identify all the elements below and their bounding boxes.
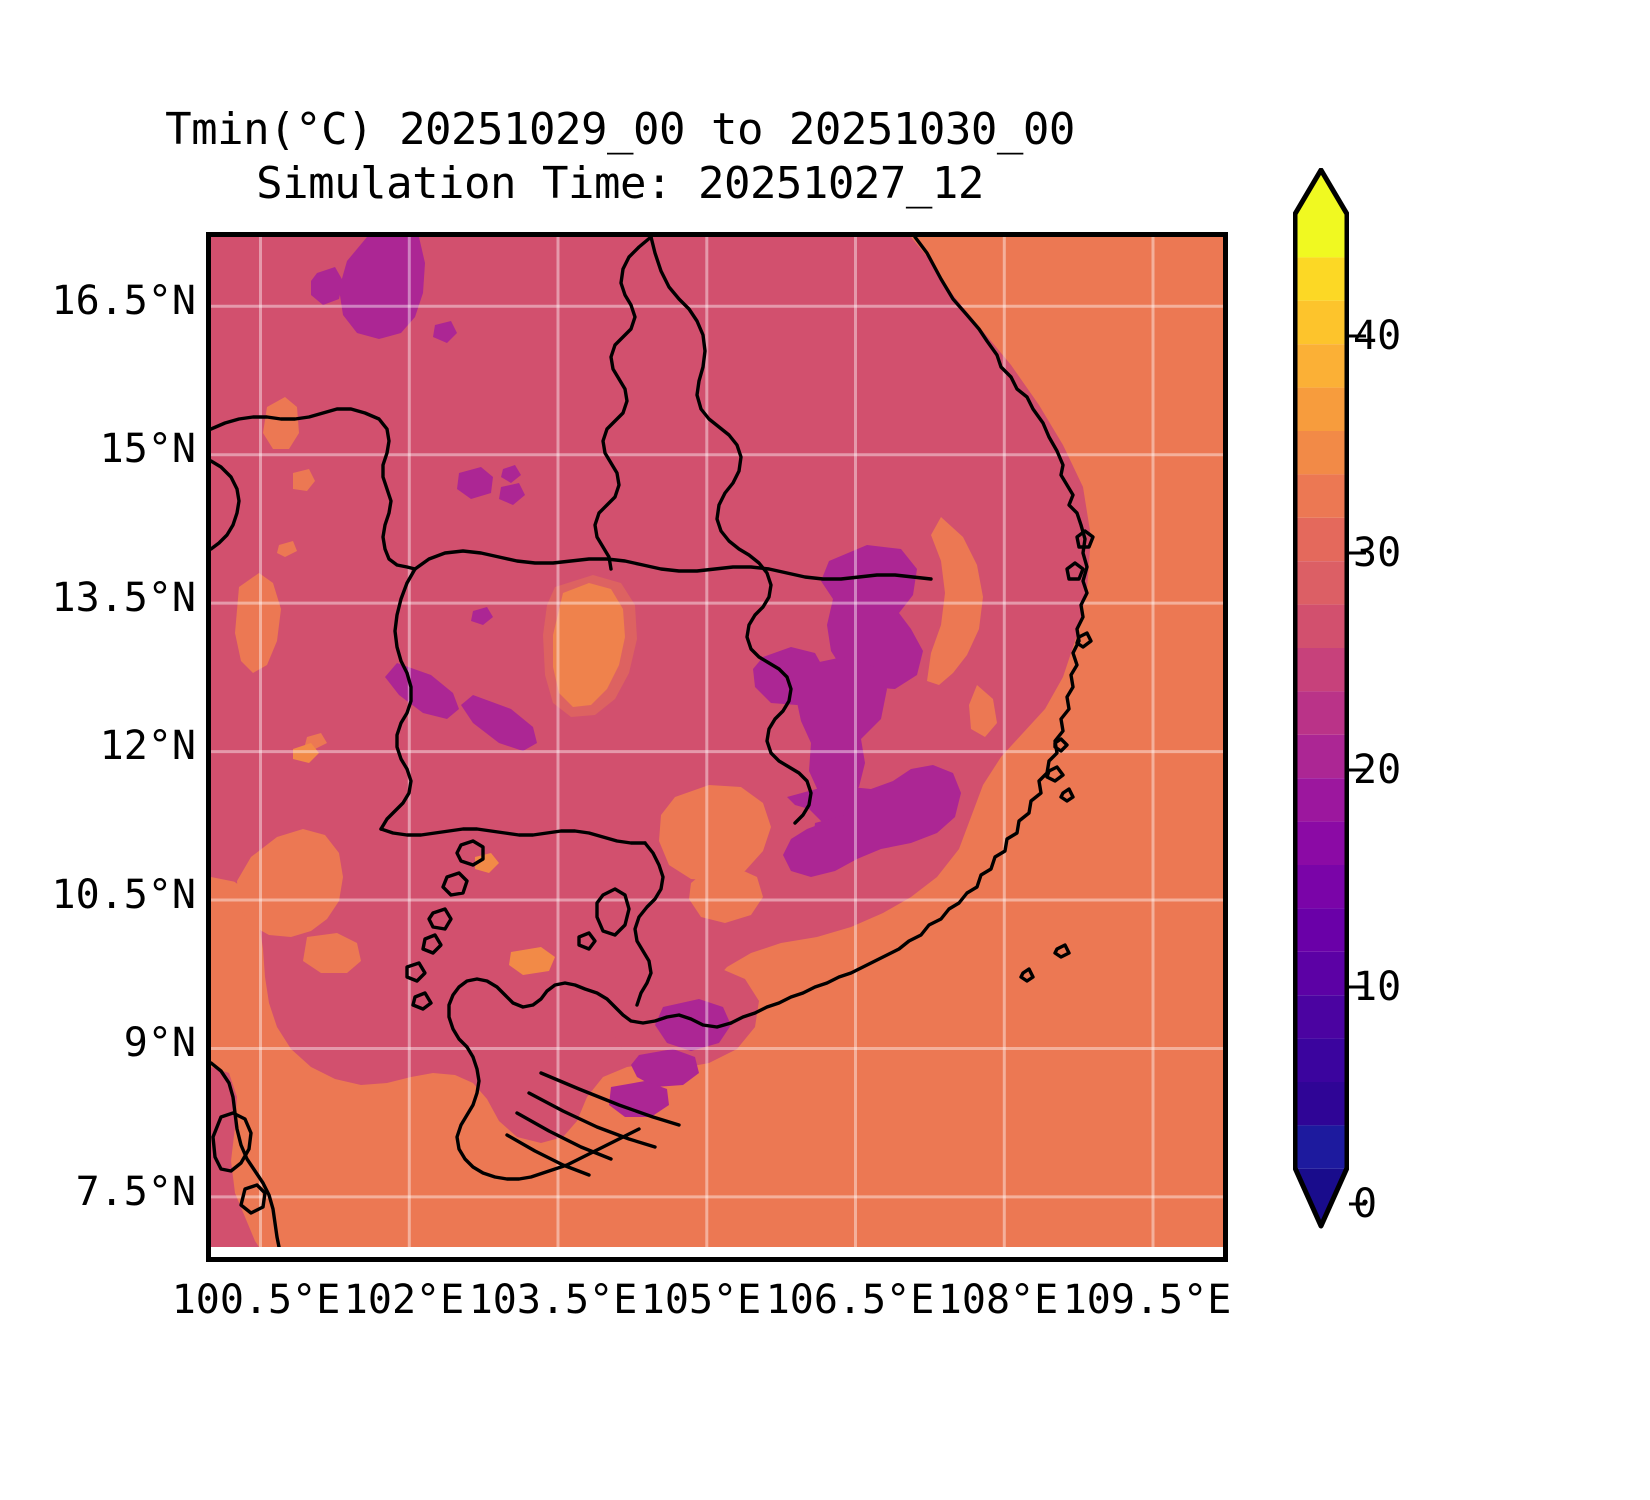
- x-tick-label-0: 100.5°E: [171, 1277, 341, 1323]
- y-tick-label-0: 16.5°N: [51, 278, 197, 324]
- x-tick-label-4: 106.5°E: [765, 1277, 935, 1323]
- map-data-area: [211, 237, 1223, 1247]
- colorbar-tick-label-20: 20: [1353, 747, 1402, 793]
- x-tick-label-5: 108°E: [937, 1277, 1059, 1323]
- colorbar-tickmark-10: [1349, 985, 1366, 989]
- x-tick-label-3: 105°E: [640, 1277, 762, 1323]
- colorbar-tickmark-30: [1349, 551, 1366, 555]
- colorbar-tick-label-40: 40: [1353, 313, 1402, 359]
- y-tick-label-6: 7.5°N: [75, 1169, 196, 1215]
- y-tick-label-5: 9°N: [123, 1020, 196, 1066]
- y-tick-label-3: 12°N: [99, 723, 196, 769]
- colorbar-tickmark-40: [1349, 334, 1366, 338]
- colorbar-tickmark-0: [1349, 1202, 1366, 1206]
- title-line-1: Tmin(°C) 20251029_00 to 20251030_00: [165, 104, 1075, 155]
- y-tick-label-4: 10.5°N: [51, 872, 197, 918]
- map-axes[interactable]: [206, 232, 1228, 1262]
- x-tick-label-2: 103.5°E: [468, 1277, 638, 1323]
- title-line-2: Simulation Time: 20251027_12: [256, 157, 984, 209]
- x-tick-label-6: 109.5°E: [1062, 1277, 1232, 1323]
- colorbar-tick-label-10: 10: [1353, 964, 1402, 1010]
- colorbar[interactable]: 40 30 20 10 0: [1293, 168, 1401, 1280]
- page-title: Tmin(°C) 20251029_00 to 20251030_00 Simul…: [0, 103, 1240, 210]
- x-tick-label-1: 102°E: [343, 1277, 465, 1323]
- y-tick-label-2: 13.5°N: [51, 575, 197, 621]
- temperature-heatmap: [211, 237, 1223, 1247]
- colorbar-gradient: [1293, 168, 1349, 1229]
- y-tick-label-1: 15°N: [99, 426, 196, 472]
- colorbar-tick-label-30: 30: [1353, 530, 1402, 576]
- colorbar-tick-label-0: 0: [1353, 1181, 1378, 1227]
- colorbar-tickmark-20: [1349, 768, 1366, 772]
